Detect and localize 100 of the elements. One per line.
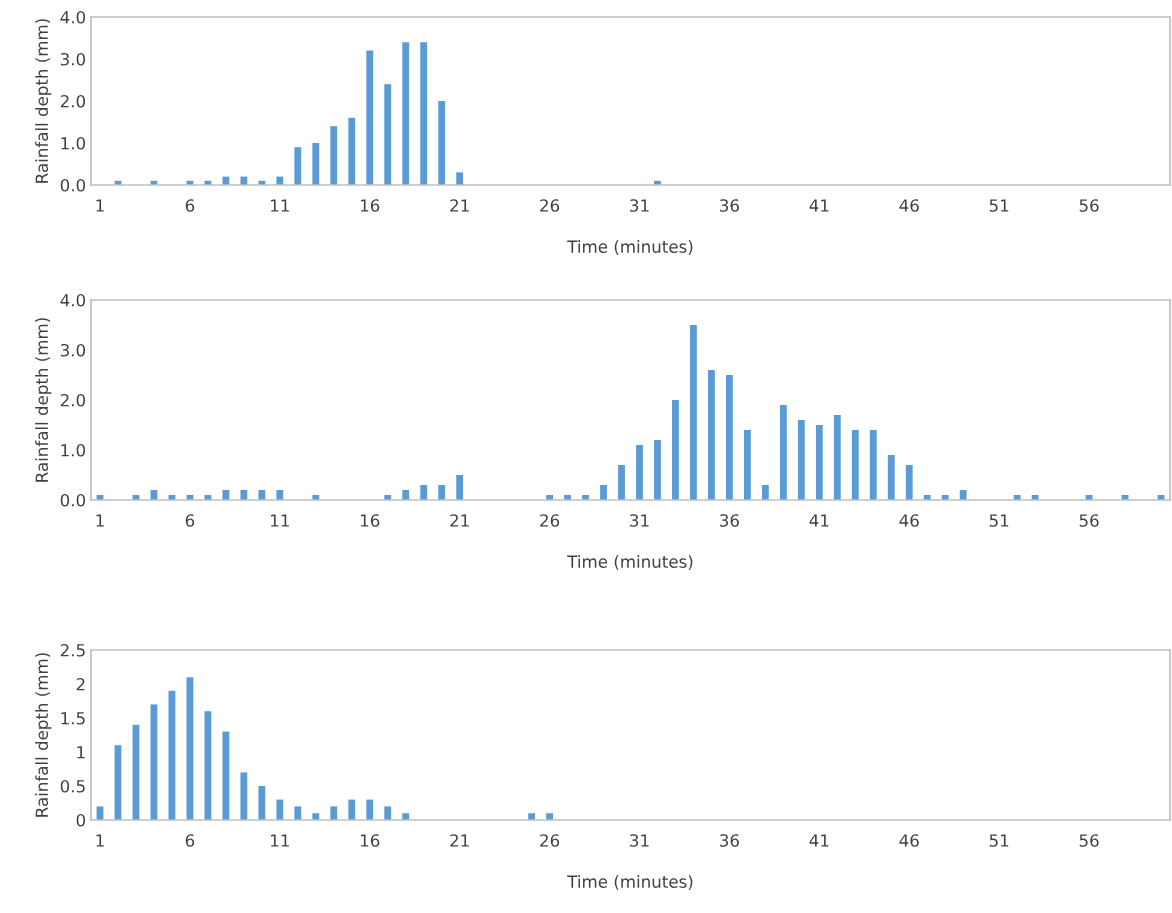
bar xyxy=(869,430,877,500)
bar xyxy=(222,731,230,820)
bar xyxy=(330,126,338,185)
x-tick-label: 31 xyxy=(630,514,649,527)
x-axis-title: Time (minutes) xyxy=(567,555,693,570)
bar xyxy=(384,806,392,820)
bar xyxy=(312,813,320,820)
x-tick-label: 36 xyxy=(720,514,739,527)
bar xyxy=(420,42,428,185)
bar xyxy=(887,455,895,500)
x-tick-label: 26 xyxy=(540,514,560,527)
bar xyxy=(348,117,356,185)
x-tick-label: 16 xyxy=(360,834,380,847)
x-tick-label: 41 xyxy=(809,834,829,847)
bar xyxy=(528,813,536,820)
x-tick-label: 36 xyxy=(720,199,739,212)
y-tick-label: 0 xyxy=(76,813,86,827)
y-axis-title: Rainfall depth (mm) xyxy=(35,653,52,817)
x-tick-label: 6 xyxy=(185,514,195,527)
x-tick-label: 51 xyxy=(989,199,1009,212)
bar xyxy=(636,445,643,500)
x-axis-title: Time (minutes) xyxy=(567,875,693,890)
x-tick-label: 21 xyxy=(450,199,469,212)
bar xyxy=(204,711,212,820)
y-tick-label: 3.0 xyxy=(60,52,86,66)
y-tick-label: 2.5 xyxy=(60,643,85,657)
x-tick-label: 36 xyxy=(720,834,739,847)
x-tick-label: 56 xyxy=(1079,199,1099,212)
bar xyxy=(222,490,230,500)
x-tick-label: 41 xyxy=(809,514,829,527)
bar xyxy=(725,375,733,500)
x-axis-title: Time (minutes) xyxy=(567,240,693,255)
x-tick-label: 31 xyxy=(630,834,649,847)
y-tick-label: 4.0 xyxy=(60,10,86,24)
bar xyxy=(618,465,625,500)
y-axis-title: Rainfall depth (mm) xyxy=(35,19,52,183)
x-tick-label: 51 xyxy=(989,514,1009,527)
bar xyxy=(438,485,446,500)
y-tick-label: 1.0 xyxy=(61,136,86,150)
x-tick-label: 21 xyxy=(450,834,469,847)
bar xyxy=(959,490,967,500)
y-tick-label: 2.0 xyxy=(60,393,86,407)
bar xyxy=(348,799,356,820)
x-tick-label: 41 xyxy=(809,199,829,212)
bar xyxy=(276,799,284,820)
bar xyxy=(258,490,266,500)
bar xyxy=(438,101,446,185)
x-tick-label: 51 xyxy=(989,834,1009,847)
bar xyxy=(294,147,302,185)
x-tick-label: 16 xyxy=(360,514,380,527)
y-tick-label: 4.0 xyxy=(60,293,86,307)
x-tick-label: 1 xyxy=(96,514,104,527)
bar xyxy=(240,772,248,820)
x-tick-label: 46 xyxy=(899,834,919,847)
bar xyxy=(815,425,823,500)
y-tick-label: 2.0 xyxy=(60,94,86,108)
x-tick-label: 16 xyxy=(360,199,380,212)
bar xyxy=(384,84,392,185)
x-tick-label: 6 xyxy=(185,834,195,847)
x-tick-label: 21 xyxy=(450,514,469,527)
x-tick-label: 1 xyxy=(96,834,104,847)
bar xyxy=(456,172,464,185)
bar xyxy=(833,415,841,500)
bar xyxy=(708,370,715,500)
x-tick-label: 26 xyxy=(540,199,560,212)
bar xyxy=(851,430,859,500)
y-axis-title: Rainfall depth (mm) xyxy=(35,318,52,482)
y-tick-label: 2 xyxy=(76,677,85,691)
bar xyxy=(456,475,464,500)
y-tick-label: 0.5 xyxy=(60,779,85,793)
bar xyxy=(366,799,374,820)
x-tick-label: 6 xyxy=(185,199,195,212)
bar xyxy=(294,806,302,820)
y-tick-label: 0.0 xyxy=(60,178,86,192)
x-tick-label: 56 xyxy=(1079,514,1099,527)
y-tick-label: 1 xyxy=(77,746,85,759)
x-tick-label: 26 xyxy=(540,834,560,847)
bar xyxy=(366,50,374,185)
bar xyxy=(330,806,338,820)
y-tick-label: 1.0 xyxy=(61,443,86,457)
bar xyxy=(546,813,553,820)
bar xyxy=(258,786,266,820)
bar xyxy=(186,677,194,820)
bar xyxy=(312,143,320,185)
bar xyxy=(672,400,679,500)
x-tick-label: 11 xyxy=(271,834,289,847)
bar xyxy=(905,465,913,500)
x-tick-label: 46 xyxy=(899,514,919,527)
bar xyxy=(600,485,607,500)
bar xyxy=(761,485,769,500)
x-tick-label: 46 xyxy=(899,199,919,212)
bar xyxy=(240,490,248,500)
bar xyxy=(402,42,410,185)
bar xyxy=(797,420,805,500)
y-tick-label: 0.0 xyxy=(60,493,86,507)
bar xyxy=(779,405,787,500)
x-tick-label: 56 xyxy=(1079,834,1099,847)
bar xyxy=(690,325,697,500)
bar xyxy=(743,430,751,500)
bar xyxy=(402,813,410,820)
